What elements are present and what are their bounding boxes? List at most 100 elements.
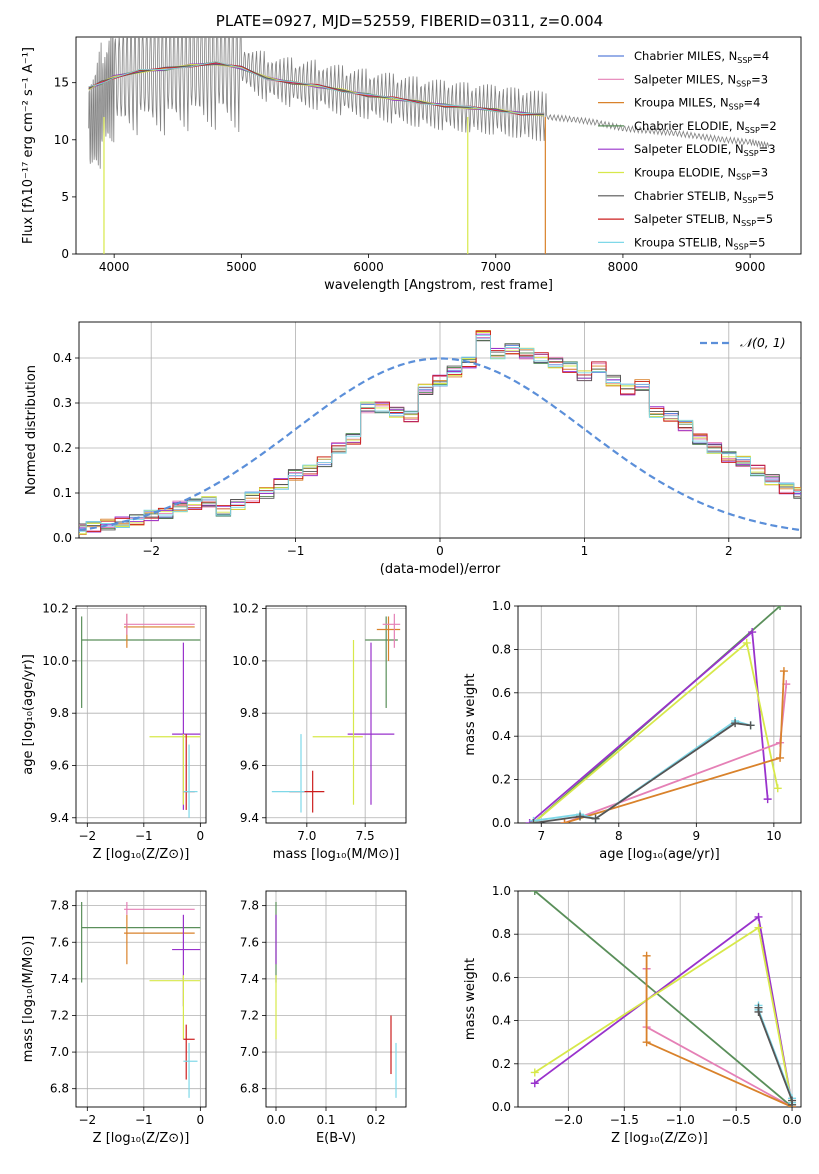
x-tick-label: 7	[537, 829, 545, 843]
axes-age-vs-mass: 7.0 7.5 9.4 9.6 9.8 10.0 10.2 mass [log₁₀(M/M⊙)…	[232, 602, 407, 862]
histogram-step	[79, 340, 801, 531]
y-tick-label: 7.6	[50, 935, 69, 949]
y-tick-label: 10.2	[42, 602, 69, 616]
x-tick-label: 0.2	[366, 1113, 385, 1127]
weight-marker	[746, 721, 755, 730]
y-tick-label: 9.4	[50, 811, 69, 825]
y-tick-label: 0.3	[53, 396, 72, 410]
plot-frame	[75, 605, 207, 824]
weight-marker	[779, 667, 788, 676]
y-tick-label: 9.8	[240, 706, 259, 720]
legend-value: =2	[760, 119, 777, 133]
x-axis-label: E(B-V)	[316, 1131, 356, 1146]
weight-marker	[788, 1100, 797, 1107]
histogram-step	[79, 339, 801, 530]
legend-entry: 𝒩(0, 1)	[740, 335, 786, 350]
weight-marker	[731, 719, 740, 728]
legend-entry: Salpeter MILES, NSSP=3	[634, 72, 768, 88]
x-axis-label: age [log₁₀(age/yr)]	[599, 847, 720, 862]
y-tick-label: 7.0	[240, 1045, 259, 1059]
weight-marker	[776, 753, 785, 762]
legend-entry: Chabrier ELODIE, NSSP=2	[634, 119, 777, 135]
plot-frame	[75, 890, 207, 1108]
histogram-step	[79, 335, 801, 532]
y-tick-label: 7.4	[240, 972, 259, 986]
y-tick-label: 7.2	[240, 1008, 259, 1022]
y-tick-label: 15	[54, 76, 69, 90]
y-tick-label: 10.2	[232, 602, 259, 616]
legend-value: =3	[751, 166, 768, 180]
model-spectrum-line	[88, 64, 545, 116]
x-axis-label: Z [log₁₀(Z/Z⊙)]	[611, 1131, 708, 1146]
model-spectrum-line	[88, 61, 545, 114]
y-axis-label: Normed distribution	[24, 365, 39, 495]
weight-marker	[530, 1079, 539, 1088]
residuals-legend: 𝒩(0, 1)	[700, 335, 786, 350]
histogram-step	[79, 333, 801, 533]
y-tick-label: 6.8	[240, 1082, 259, 1096]
x-axis-label: Z [log₁₀(Z/Z⊙)]	[93, 1131, 190, 1146]
weight-marker	[642, 951, 651, 960]
weight-marker	[773, 784, 782, 793]
legend-value: =3	[759, 142, 776, 156]
x-tick-label: 8000	[608, 260, 639, 274]
y-axis-label: age [log₁₀(age/yr)]	[21, 654, 36, 775]
x-tick-label: 0.1	[316, 1113, 335, 1127]
y-tick-label: 9.4	[240, 811, 259, 825]
y-tick-label: 0.1	[53, 486, 72, 500]
weight-marker	[748, 628, 757, 637]
x-tick-label: −1.5	[610, 1113, 639, 1127]
x-tick-label: −1	[287, 544, 305, 558]
errorbars-age-vs-Z	[81, 613, 201, 818]
y-tick-label: 5	[61, 190, 69, 204]
axes-residuals: −2 −1 0 1 2 0.0 0.1 0.2 0.3 0.4 (data-model)/error…	[24, 321, 802, 577]
y-tick-label: 0.0	[492, 816, 511, 830]
weight-marker	[530, 1068, 539, 1077]
weight-marker	[754, 1007, 763, 1016]
y-tick-label: 1.0	[492, 599, 511, 613]
legend-subscript: SSP	[736, 173, 751, 182]
x-tick-label: −2.0	[554, 1113, 583, 1127]
legend-subscript: SSP	[745, 126, 760, 135]
y-tick-label: 10	[54, 133, 69, 147]
x-axis-label: wavelength [Angstrom, rest frame]	[324, 278, 553, 293]
legend-value: =3	[751, 72, 768, 86]
legend-subscript: SSP	[734, 242, 749, 251]
x-tick-label: 0	[197, 829, 205, 843]
y-tick-label: 7.2	[50, 1008, 69, 1022]
y-tick-label: 10.0	[42, 654, 69, 668]
plot-frame	[75, 36, 802, 255]
y-tick-label: 7.8	[240, 899, 259, 913]
y-axis-label: mass weight	[463, 673, 478, 755]
x-tick-label: 0.0	[266, 1113, 285, 1127]
y-tick-label: 6.8	[50, 1082, 69, 1096]
legend-entry: Kroupa STELIB, NSSP=5	[634, 235, 765, 251]
x-tick-label: 0	[197, 1113, 205, 1127]
weights-weight-vs-Z	[530, 891, 797, 1107]
histogram-step	[79, 330, 801, 532]
weights-weight-vs-age	[525, 606, 791, 823]
weight-marker	[742, 638, 751, 647]
legend-subscript: SSP	[737, 56, 752, 65]
x-tick-label: 7.5	[356, 829, 375, 843]
x-tick-label: 6000	[353, 260, 384, 274]
axes-weight-vs-age: 7 8 9 10 0.0 0.2 0.4 0.6 0.8 1.0 age [log₁₀(age/yr…	[463, 599, 802, 862]
x-tick-label: 10	[766, 829, 781, 843]
x-tick-label: 9	[693, 829, 701, 843]
spectrum-legend: Chabrier MILES, NSSP=4 Salpeter MILES, NS…	[598, 49, 777, 251]
weight-marker	[530, 891, 539, 895]
y-tick-label: 9.6	[240, 758, 259, 772]
y-axis-label: mass weight	[463, 958, 478, 1040]
weight-marker	[591, 814, 600, 823]
errorbars-mass-vs-EBV	[275, 901, 397, 1098]
x-tick-label: −1	[135, 1113, 153, 1127]
y-axis-label: Flux [fλ10⁻¹⁷ erg cm⁻² s⁻¹ A⁻¹]	[21, 47, 36, 244]
axes-mass-vs-EBV: 0.0 0.1 0.2 6.8 7.0 7.2 7.4 7.6 7.8 E(B-V)	[240, 890, 407, 1146]
weight-line	[534, 915, 793, 1105]
y-tick-label: 0	[61, 247, 69, 261]
y-tick-label: 0.2	[492, 773, 511, 787]
legend-subscript: SSP	[741, 219, 756, 228]
y-tick-label: 0.6	[492, 970, 511, 984]
y-tick-label: 7.8	[50, 899, 69, 913]
weight-line	[533, 722, 751, 823]
